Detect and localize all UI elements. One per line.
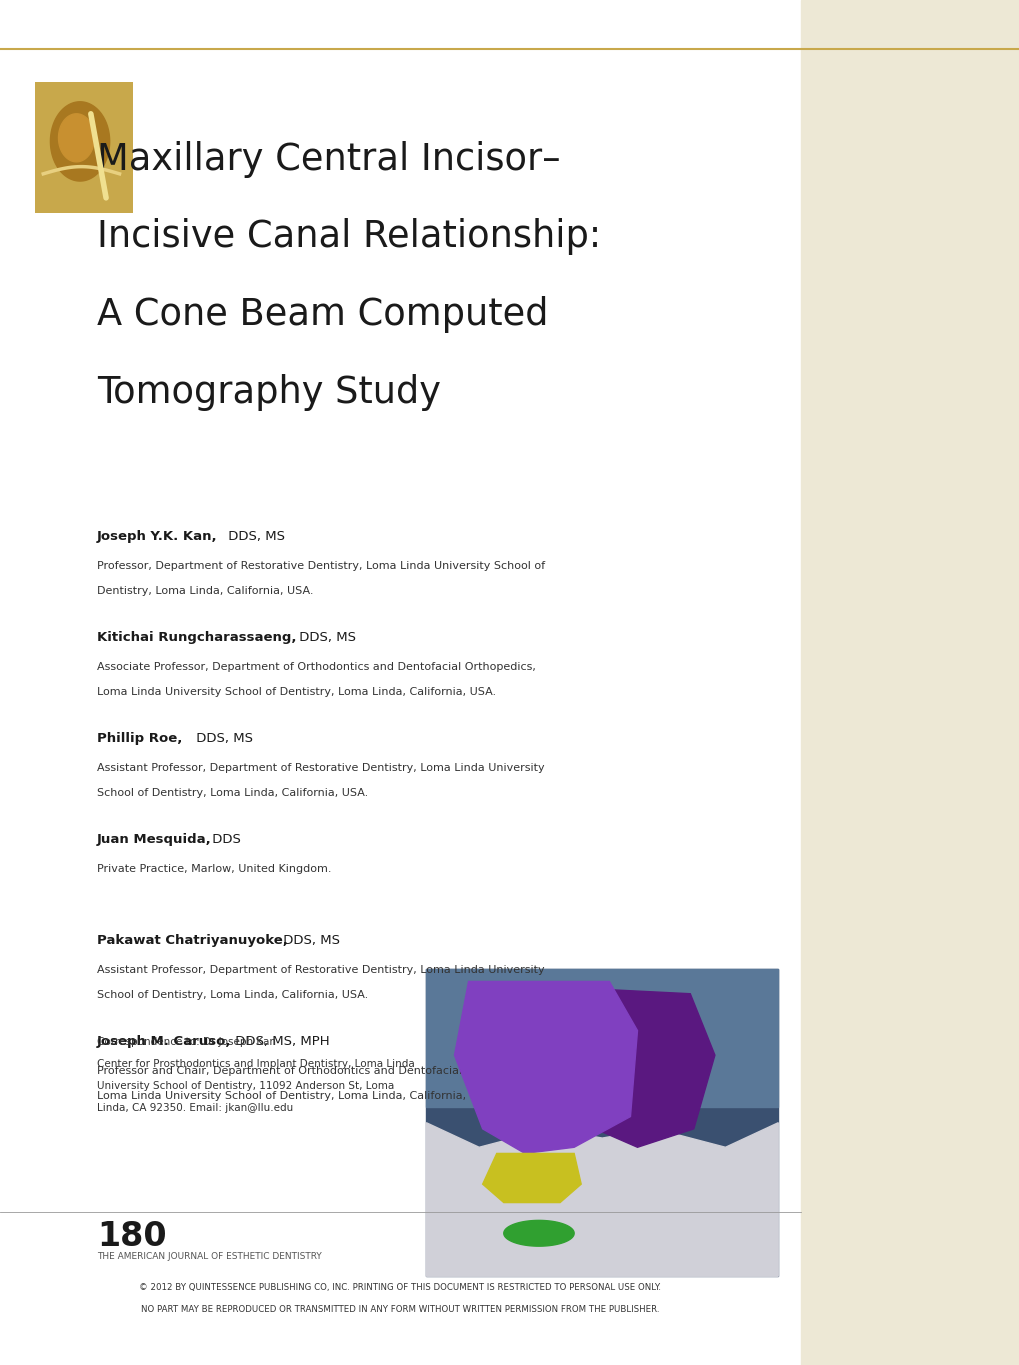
Polygon shape — [454, 981, 637, 1153]
Polygon shape — [426, 969, 777, 1107]
Text: Professor, Department of Restorative Dentistry, Loma Linda University School of: Professor, Department of Restorative Den… — [97, 561, 544, 571]
Text: Incisive Canal Relationship:: Incisive Canal Relationship: — [97, 218, 600, 255]
Text: DDS, MS, MPH: DDS, MS, MPH — [231, 1035, 330, 1048]
Text: A Cone Beam Computed: A Cone Beam Computed — [97, 296, 548, 333]
Bar — [426, 969, 777, 1276]
Polygon shape — [482, 1153, 581, 1203]
Polygon shape — [503, 1220, 574, 1246]
Text: Associate Professor, Department of Orthodontics and Dentofacial Orthopedics,: Associate Professor, Department of Ortho… — [97, 662, 535, 672]
Bar — [39, 87, 128, 207]
Bar — [35, 82, 132, 213]
Text: Kitichai Rungcharassaeng,: Kitichai Rungcharassaeng, — [97, 631, 297, 644]
Text: Phillip Roe,: Phillip Roe, — [97, 732, 182, 745]
Text: Center for Prosthodontics and Implant Dentistry, Loma Linda: Center for Prosthodontics and Implant De… — [97, 1059, 415, 1069]
Polygon shape — [426, 1122, 777, 1276]
Text: Juan Mesquida,: Juan Mesquida, — [97, 833, 212, 846]
Text: Linda, CA 92350. Email: jkan@llu.edu: Linda, CA 92350. Email: jkan@llu.edu — [97, 1103, 292, 1112]
Text: THE AMERICAN JOURNAL OF ESTHETIC DENTISTRY: THE AMERICAN JOURNAL OF ESTHETIC DENTIST… — [97, 1252, 321, 1261]
Text: DDS, MS: DDS, MS — [192, 732, 253, 745]
Text: Correspondence to: Dr Joseph Kan: Correspondence to: Dr Joseph Kan — [97, 1037, 275, 1047]
Text: Assistant Professor, Department of Restorative Dentistry, Loma Linda University: Assistant Professor, Department of Resto… — [97, 763, 544, 773]
Text: 180: 180 — [97, 1220, 166, 1253]
Text: School of Dentistry, Loma Linda, California, USA.: School of Dentistry, Loma Linda, Califor… — [97, 788, 368, 797]
Text: DDS, MS: DDS, MS — [294, 631, 356, 644]
Text: Pakawat Chatriyanuyoke,: Pakawat Chatriyanuyoke, — [97, 934, 287, 947]
Text: DDS, MS: DDS, MS — [279, 934, 339, 947]
Text: DDS, MS: DDS, MS — [223, 530, 284, 543]
Text: Private Practice, Marlow, United Kingdom.: Private Practice, Marlow, United Kingdom… — [97, 864, 331, 874]
Text: DDS: DDS — [208, 833, 240, 846]
Polygon shape — [50, 102, 110, 182]
Text: NO PART MAY BE REPRODUCED OR TRANSMITTED IN ANY FORM WITHOUT WRITTEN PERMISSION : NO PART MAY BE REPRODUCED OR TRANSMITTED… — [141, 1305, 659, 1314]
Text: Assistant Professor, Department of Restorative Dentistry, Loma Linda University: Assistant Professor, Department of Resto… — [97, 965, 544, 975]
Text: Tomography Study: Tomography Study — [97, 374, 440, 411]
Text: Joseph M. Caruso,: Joseph M. Caruso, — [97, 1035, 231, 1048]
Text: Loma Linda University School of Dentistry, Loma Linda, California, USA.: Loma Linda University School of Dentistr… — [97, 1091, 495, 1100]
Text: © 2012 BY QUINTESSENCE PUBLISHING CO, INC. PRINTING OF THIS DOCUMENT IS RESTRICT: © 2012 BY QUINTESSENCE PUBLISHING CO, IN… — [140, 1283, 660, 1293]
Text: School of Dentistry, Loma Linda, California, USA.: School of Dentistry, Loma Linda, Califor… — [97, 990, 368, 999]
Bar — [800, 0, 1019, 1365]
Text: University School of Dentistry, 11092 Anderson St, Loma: University School of Dentistry, 11092 An… — [97, 1081, 393, 1091]
Text: Professor and Chair, Department of Orthodontics and Dentofacial Orthopedics,: Professor and Chair, Department of Ortho… — [97, 1066, 536, 1076]
Polygon shape — [58, 113, 95, 162]
Polygon shape — [567, 988, 714, 1147]
Text: Maxillary Central Incisor–: Maxillary Central Incisor– — [97, 141, 559, 177]
Text: Loma Linda University School of Dentistry, Loma Linda, California, USA.: Loma Linda University School of Dentistr… — [97, 687, 495, 696]
Text: Joseph Y.K. Kan,: Joseph Y.K. Kan, — [97, 530, 217, 543]
Text: Dentistry, Loma Linda, California, USA.: Dentistry, Loma Linda, California, USA. — [97, 586, 313, 595]
